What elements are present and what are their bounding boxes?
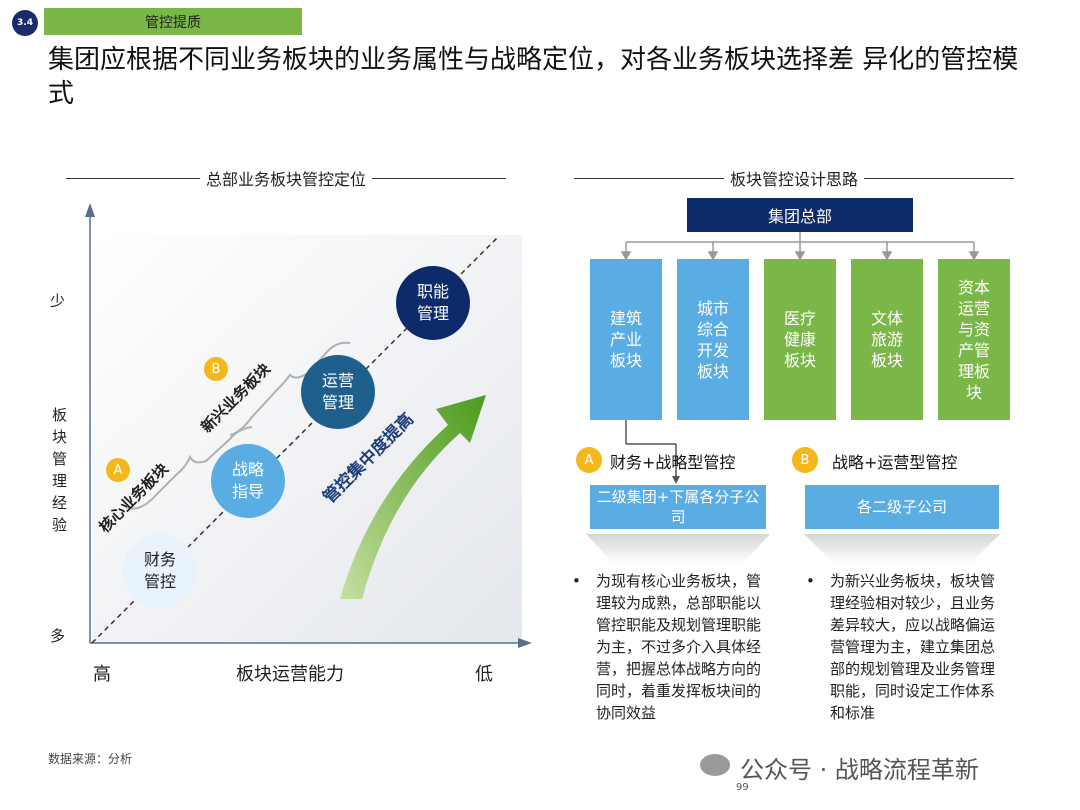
mode-a-badge: A (576, 447, 602, 473)
segment-healthcare: 医疗 健康 板块 (764, 259, 836, 420)
entity-shadows (586, 534, 1000, 564)
right-panel-title: 板块管控设计思路 (574, 166, 1014, 190)
mode-b-label: 战略+运营型管控 (832, 453, 958, 472)
wechat-icon (700, 754, 730, 776)
mode-b-description: • 为新兴业务板块，板块管理经验相对较少，且业务差异较大，应以战略偏运营管理为主… (806, 572, 996, 722)
x-axis-right-label: 低 (475, 664, 493, 685)
group-b-badge: B (204, 357, 228, 381)
y-axis-top-label: 少 (50, 292, 66, 310)
page-title: 集团应根据不同业务板块的业务属性与战略定位，对各业务板块选择差 异化的管控模式 (48, 45, 1019, 109)
circle-functional-management: 职能 管理 (396, 266, 470, 340)
page-number: 99 (736, 782, 749, 793)
group-a-badge: A (106, 458, 130, 482)
mode-a-description: • 为现有核心业务板块，管理较为成熟，总部职能以管控职能及规划管理职能为主，不过… (572, 572, 762, 722)
y-axis-bottom-label: 多 (50, 627, 66, 645)
org-connectors (620, 232, 980, 260)
mode-a-entity-box: 二级集团+下属各分子公司 (590, 485, 766, 529)
mode-b-badge: B (792, 447, 818, 473)
section-tag: 管控提质 (44, 8, 302, 35)
mode-b-entity-box: 各二级子公司 (805, 485, 999, 529)
mode-a-connector (625, 420, 680, 484)
x-axis-arrowhead (518, 638, 532, 648)
circle-strategic-guidance: 战略 指导 (211, 444, 285, 518)
circle-financial-control: 财务 管控 (123, 534, 197, 608)
segment-construction: 建筑 产业 板块 (590, 259, 662, 420)
left-panel-title: 总部业务板块管控定位 (66, 166, 506, 190)
segment-culture-tourism: 文体 旅游 板块 (851, 259, 923, 420)
segment-urban-development: 城市 综合 开发 板块 (677, 259, 749, 420)
segment-capital-asset-management: 资本 运营 与资 产管 理板 块 (938, 259, 1010, 420)
mode-a-label: 财务+战略型管控 (610, 453, 736, 472)
y-axis-arrowhead (85, 203, 95, 217)
group-b-brace (229, 341, 351, 436)
y-axis-label: 板块管理经验 (52, 406, 68, 534)
x-axis-label: 板块运营能力 (236, 664, 344, 685)
x-axis-left-label: 高 (93, 664, 111, 685)
headquarters-box: 集团总部 (687, 198, 913, 232)
data-source: 数据来源：分析 (48, 752, 133, 766)
increase-arrow (340, 395, 486, 599)
circle-operational-management: 运营 管理 (301, 355, 375, 429)
watermark: 公众号 · 战略流程革新 (740, 756, 979, 784)
positioning-chart (85, 203, 532, 648)
section-number-badge: 3.4 (12, 10, 38, 36)
